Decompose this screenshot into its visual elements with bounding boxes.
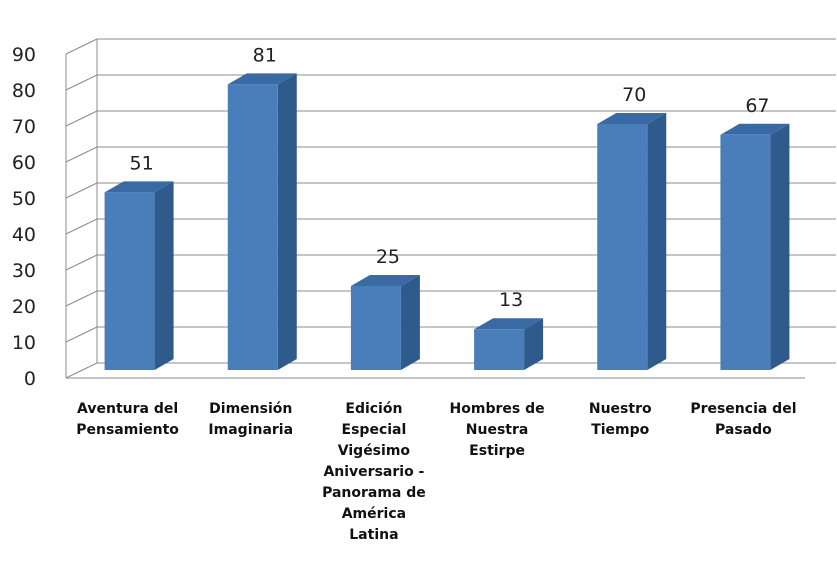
gridlines	[65, 38, 836, 379]
x-category-label: Aventura del Pensamiento	[76, 401, 179, 438]
bar-top	[227, 73, 297, 85]
y-tick-label: 50	[12, 188, 36, 210]
data-label: 51	[129, 152, 153, 174]
bar-side	[647, 113, 667, 370]
y-tick-label: 40	[12, 224, 36, 246]
y-tick-label: 20	[12, 296, 36, 318]
bar-side	[770, 123, 790, 370]
data-label: 81	[253, 44, 277, 66]
x-category-label-line: Nuestro	[589, 401, 652, 417]
bar	[474, 318, 544, 370]
bar-top	[597, 113, 667, 124]
x-category-label-line: Pensamiento	[76, 422, 179, 438]
x-category-label: Hombres de Nuestra Estirpe	[450, 401, 545, 459]
x-category-label-line: Estirpe	[469, 443, 525, 459]
bar-side	[400, 275, 420, 370]
bar	[350, 275, 420, 370]
bar-front	[227, 84, 278, 371]
gridline-diagonal	[65, 326, 98, 343]
bar-side	[277, 73, 297, 371]
x-category-label-line: América	[342, 506, 406, 522]
x-category-label-line: Aniversario -	[323, 464, 424, 480]
x-category-label-line: Especial	[342, 422, 407, 438]
x-category-label-line: Pasado	[715, 422, 772, 438]
bar-front	[350, 286, 401, 370]
x-category-label-line: Aventura del	[77, 401, 178, 417]
x-category-label: Presencia del Pasado	[690, 401, 796, 438]
x-category-label-line: Vigésimo	[338, 443, 411, 459]
bar-side	[524, 318, 544, 370]
bar-top	[474, 318, 544, 330]
x-category-label-line: Latina	[349, 527, 398, 543]
y-axis: 0 10 20 30 40 50 60 70 80 90	[12, 44, 36, 390]
y-tick-label: 0	[24, 368, 36, 390]
x-category-label-line: Tiempo	[591, 422, 649, 438]
y-tick-label: 90	[12, 44, 36, 66]
gridline-diagonal	[65, 74, 98, 91]
bar-top	[104, 181, 174, 193]
bar-front	[720, 134, 771, 370]
bar	[720, 123, 790, 370]
data-label: 25	[376, 246, 400, 268]
x-category-label-line: Presencia del	[690, 401, 796, 417]
x-category-label-line: Edición	[345, 401, 402, 417]
x-category-label: Edición Especial Vigésimo Aniversario - Pano…	[322, 401, 426, 543]
bar	[104, 181, 174, 370]
bars	[104, 73, 790, 371]
bar-top	[350, 275, 420, 286]
bar-front	[597, 124, 648, 370]
bar	[227, 73, 297, 371]
y-tick-label: 80	[12, 80, 36, 102]
x-category-label-line: Imaginaria	[208, 422, 293, 438]
bar-front	[104, 192, 155, 370]
y-tick-label: 30	[12, 260, 36, 282]
gridline-diagonal	[65, 38, 98, 55]
x-axis-labels: Aventura del Pensamiento Dimensión Imaginar…	[76, 401, 796, 543]
bar-side	[154, 181, 174, 370]
gridline-diagonal	[65, 290, 98, 307]
x-category-label-line: Panorama de	[322, 485, 426, 501]
x-category-label: Nuestro Tiempo	[589, 401, 652, 438]
y-tick-label: 60	[12, 152, 36, 174]
data-label: 13	[499, 289, 523, 311]
x-category-label-line: Nuestra	[466, 422, 529, 438]
gridline-diagonal	[65, 182, 98, 199]
bar	[597, 113, 667, 370]
data-label: 70	[622, 84, 646, 106]
x-category-label-line: Dimensión	[209, 401, 292, 417]
gridline-diagonal	[65, 218, 98, 235]
bar-front	[474, 329, 525, 370]
bar-top	[720, 123, 790, 135]
gridline-diagonal	[65, 146, 98, 163]
data-label: 67	[745, 95, 769, 117]
x-category-label-line: Hombres de	[450, 401, 545, 417]
data-labels: 51 81 25 13 70 67	[129, 44, 769, 311]
gridline-diagonal	[65, 110, 98, 127]
y-tick-label: 70	[12, 116, 36, 138]
gridline-diagonal	[65, 254, 98, 271]
y-tick-label: 10	[12, 332, 36, 354]
x-category-label: Dimensión Imaginaria	[208, 401, 293, 438]
gridline-diagonal	[65, 362, 98, 379]
